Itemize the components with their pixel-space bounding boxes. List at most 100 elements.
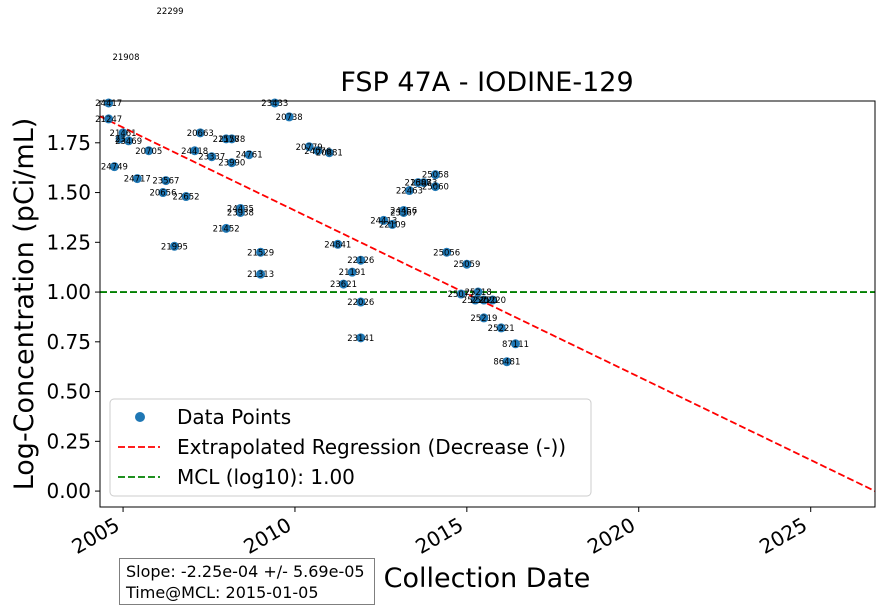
y-tick-label: 0.75 <box>46 330 91 354</box>
data-point-label: 24749 <box>101 163 128 173</box>
y-tick-label: 1.75 <box>46 131 91 155</box>
data-point <box>404 186 414 196</box>
data-point-label: 24456 <box>390 206 417 216</box>
legend: Data Points Extrapolated Regression (Dec… <box>109 398 592 497</box>
data-point <box>399 207 409 217</box>
data-point-label: 20705 <box>135 147 162 157</box>
data-point <box>161 176 171 186</box>
x-tick-label: 2015 <box>411 513 467 559</box>
data-point <box>356 255 366 265</box>
data-point-label: 25060 <box>422 183 449 193</box>
x-axis-label: Collection Date <box>384 563 591 594</box>
data-point-label: 24841 <box>324 240 351 250</box>
data-point-label: 23083 <box>410 179 437 189</box>
data-point <box>256 269 266 279</box>
data-point-label: 24418 <box>181 147 208 157</box>
data-point-label: 24761 <box>236 151 263 161</box>
data-point-label: 21995 <box>161 242 188 252</box>
data-point <box>207 152 217 162</box>
data-point <box>132 174 142 184</box>
slope-text: Slope: -2.25e-04 +/- 5.69e-05 <box>126 562 365 581</box>
y-tick-label: 1.00 <box>46 280 91 304</box>
data-point-label: 25056 <box>433 248 460 258</box>
data-point-label: 24076 <box>304 147 331 157</box>
data-point <box>430 170 440 180</box>
data-point-label: 23567 <box>152 177 179 187</box>
data-point-label: 22652 <box>173 193 200 203</box>
data-point-label: 25059 <box>453 260 480 270</box>
data-point-label: 86481 <box>493 358 520 368</box>
data-point <box>356 297 366 307</box>
data-point-label: 23990 <box>218 159 245 169</box>
data-point <box>221 223 231 233</box>
data-point-label: 20663 <box>187 129 214 139</box>
data-point-label: 21578 <box>218 135 245 145</box>
data-point-label: 25220 <box>479 296 506 306</box>
data-point <box>256 247 266 257</box>
data-point-label: 22026 <box>347 298 374 308</box>
legend-marker-points <box>135 412 145 422</box>
data-point-label: 25218 <box>465 288 492 298</box>
data-point <box>379 215 389 225</box>
data-point <box>473 287 483 297</box>
y-tick-label: 0.25 <box>46 429 91 453</box>
data-point <box>333 239 343 249</box>
data-point <box>235 207 245 217</box>
data-point-label: 23337 <box>198 153 225 163</box>
data-point <box>356 333 366 343</box>
data-point-label: 24717 <box>124 175 151 185</box>
data-point <box>496 323 506 333</box>
data-point-label: 25077 <box>448 290 475 300</box>
data-point <box>479 295 489 305</box>
data-point <box>479 313 489 323</box>
data-point <box>502 357 512 367</box>
data-point-label: 22109 <box>379 220 406 230</box>
data-point <box>347 267 357 277</box>
offscale-point-label: 21908 <box>112 53 139 63</box>
data-point <box>144 146 154 156</box>
data-point-label: 20656 <box>149 189 176 199</box>
legend-frame <box>109 398 592 497</box>
data-point <box>109 162 119 172</box>
legend-label-regression: Extrapolated Regression (Decrease (-)) <box>177 435 566 459</box>
legend-label-mcl: MCL (log10): 1.00 <box>177 465 355 489</box>
data-point-label: 23367 <box>390 208 417 218</box>
data-point <box>387 219 397 229</box>
data-point-label: 25221 <box>488 324 515 334</box>
data-point <box>244 150 254 160</box>
data-point <box>456 289 466 299</box>
data-point-label: 23938 <box>227 208 254 218</box>
data-point-label: 21529 <box>247 248 274 258</box>
data-point <box>124 136 134 146</box>
plot-frame <box>99 100 876 508</box>
data-point <box>104 114 114 124</box>
y-tick-label: 1.25 <box>46 230 91 254</box>
x-tick-label: 2020 <box>583 513 639 559</box>
data-point <box>181 192 191 202</box>
data-point <box>304 142 314 152</box>
data-point-label: 21578 <box>213 135 240 145</box>
data-point-label: 20738 <box>276 113 303 123</box>
data-point-label: 87111 <box>502 340 529 350</box>
y-axis-label: Log-Concentration (pCi/mL) <box>9 118 40 491</box>
data-point-label: 23469 <box>115 137 142 147</box>
regression-line <box>99 115 876 492</box>
data-point-label: 21687 <box>405 179 432 189</box>
data-point <box>442 247 452 257</box>
data-point-label: 24417 <box>95 99 122 109</box>
data-point-label: 21452 <box>213 224 240 234</box>
data-point-label: 20779 <box>296 143 323 153</box>
data-point <box>227 134 237 144</box>
data-point-label: 21461 <box>110 129 137 139</box>
stats-annotation-box: Slope: -2.25e-04 +/- 5.69e-05 Time@MCL: … <box>119 558 375 605</box>
data-point-label: 25219 <box>470 314 497 324</box>
data-point-label: 21191 <box>339 268 366 278</box>
data-point <box>313 146 323 156</box>
data-point <box>115 134 125 144</box>
data-point <box>511 339 521 349</box>
data-point <box>419 178 429 188</box>
chart-title: FSP 47A - IODINE-129 <box>340 67 633 98</box>
offscale-point-label: 22299 <box>157 7 184 17</box>
data-point-label: 23621 <box>330 280 357 290</box>
